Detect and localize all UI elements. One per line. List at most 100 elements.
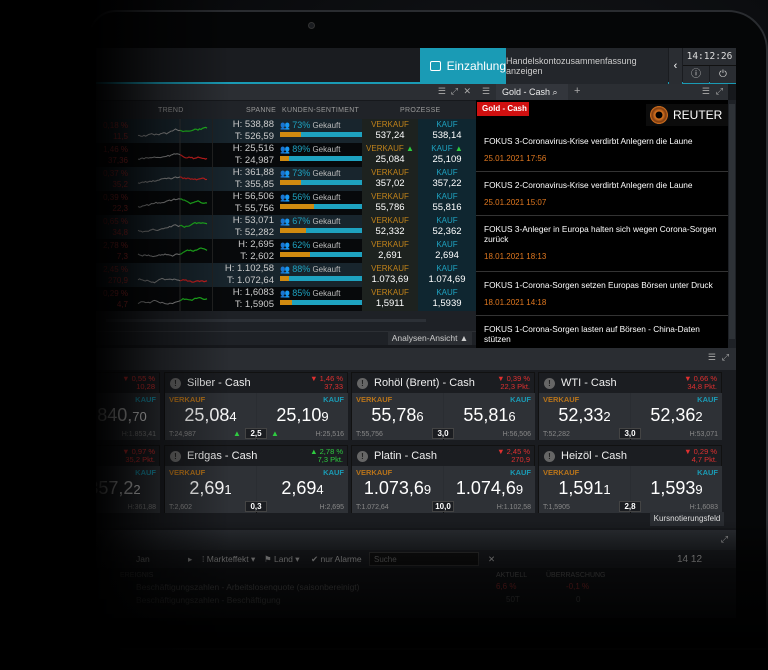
info-icon[interactable]: ! (544, 377, 555, 389)
power-icon[interactable]: ⏻ (710, 66, 736, 83)
change-cell: 0,29 % 4,7 (103, 289, 128, 309)
close-icon[interactable]: ✕ (463, 86, 471, 96)
event-name[interactable]: Beschäftigungszahlen - Arbeitslosenquote… (136, 582, 360, 592)
menu-icon[interactable]: ☰ (482, 86, 491, 96)
market-effect-filter[interactable]: ⁞ Markteffekt ▾ (202, 554, 256, 564)
expand-icon[interactable]: ⤢ (715, 86, 723, 96)
info-icon[interactable]: ! (357, 450, 368, 462)
sell-button[interactable]: VERKAUF 2,691 T:2,602 (165, 466, 256, 513)
sell-price[interactable]: VERKAUF 357,02 (362, 167, 418, 191)
event-name[interactable]: Beschäftigungszahlen - Beschäftigung (136, 595, 281, 605)
sell-button[interactable]: VERKAUF 55,786 T:55,756 (352, 393, 443, 440)
quote-field-button[interactable]: Kursnotierungsfeld (650, 512, 724, 526)
event-actual: 6,6 % (496, 582, 517, 591)
expand-icon[interactable]: ⤢ (721, 352, 729, 362)
buy-button[interactable]: KAUF 52,362 H:53,071 (631, 393, 722, 440)
buy-price[interactable]: KAUF 55,816 (418, 191, 476, 215)
news-tab[interactable]: Gold - Cash ⌕ (496, 84, 568, 100)
quote-tile[interactable]: ! Rohöl (Brent) - Cash ▼ 0,39 % 22,3 Pkt. … (351, 372, 535, 440)
info-icon[interactable]: ! (170, 450, 181, 462)
sell-price[interactable]: VERKAUF 537,24 (362, 119, 418, 143)
col-trend[interactable]: TREND (158, 106, 184, 114)
news-scrollbar[interactable] (728, 100, 736, 348)
sell-price[interactable]: VERKAUF ▲ 25,084 (362, 143, 418, 167)
trend-sparkline (137, 215, 208, 239)
news-item[interactable]: FOKUS 3-Coronavirus-Krise verdirbt Anleg… (476, 128, 728, 172)
col-prices[interactable]: PROZESSE (400, 106, 441, 114)
quote-tile[interactable]: ! ▼ 0,97 %35,2 Pkt. VERKAUF KAUF357,22H:… (96, 445, 160, 513)
trend-sparkline (137, 119, 208, 143)
sell-price[interactable]: VERKAUF 1.073,69 (362, 263, 418, 287)
account-summary-button[interactable]: Handelskontozusammenfassung anzeigen (506, 48, 668, 84)
watchlist-row[interactable]: 0,39 % 22,3 H: 56,506 T: 55,756 👥 56% Geka… (96, 191, 476, 215)
buy-button[interactable]: KAUF 1.074,69 H:1.102,58 (444, 466, 535, 513)
calendar-search-input[interactable] (369, 552, 479, 566)
quote-tile[interactable]: ! Heizöl - Cash ▼ 0,29 % 4,7 Pkt. VERKAUF 1… (538, 445, 722, 513)
sell-button[interactable]: VERKAUF 1,5911 T:1,5905 (539, 466, 630, 513)
sell-price[interactable]: VERKAUF 2,691 (362, 239, 418, 263)
buy-price[interactable]: KAUF 538,14 (418, 119, 476, 143)
buy-button[interactable]: KAUF 55,816 H:56,506 (444, 393, 535, 440)
news-item[interactable]: FOKUS 1-Corona-Sorgen setzen Europas Bör… (476, 272, 728, 316)
clear-icon[interactable]: ✕ (488, 554, 496, 564)
instrument-tag: Gold - Cash (477, 102, 529, 116)
quote-tile[interactable]: ! Silber - Cash ▼ 1,46 % 37,33 VERKAUF 25,0… (164, 372, 348, 440)
buy-button[interactable]: KAUF 2,694 H:2,695 (257, 466, 348, 513)
deposit-button[interactable]: Einzahlung (420, 48, 506, 84)
quote-tile[interactable]: ! Platin - Cash ▼ 2,45 % 270,9 VERKAUF 1.07… (351, 445, 535, 513)
info-icon[interactable]: ! (170, 377, 181, 389)
col-spread[interactable]: SPANNE (246, 106, 277, 114)
tile-header: ! ▼ 0,97 %35,2 Pkt. (96, 446, 159, 466)
buy-price[interactable]: KAUF 1.074,69 (418, 263, 476, 287)
menu-icon[interactable]: ☰ (437, 86, 446, 96)
spread-badge: 3,0 (432, 428, 454, 439)
buy-price[interactable]: KAUF 1,5939 (418, 287, 476, 311)
horizontal-scrollbar[interactable] (96, 311, 476, 331)
quote-tile[interactable]: ! ▼ 0,55 %10,28 VERKAUF KAUF1.840,70H:1.… (96, 372, 160, 440)
info-icon[interactable]: ! (357, 377, 368, 389)
search-icon[interactable]: ⌕ (552, 87, 558, 97)
change-cell: 0,18 % 11,5 (103, 121, 128, 141)
quote-tile[interactable]: ! WTI - Cash ▼ 0,66 % 34,8 Pkt. VERKAUF 52,… (538, 372, 722, 440)
tile-header: ! Rohöl (Brent) - Cash ▼ 0,39 % 22,3 Pkt. (352, 373, 534, 393)
panel-menu-icon[interactable]: ☰ (701, 86, 710, 96)
sell-button[interactable]: VERKAUF 1.073,69 T:1.072,64 (352, 466, 443, 513)
sell-price[interactable]: VERKAUF 52,332 (362, 215, 418, 239)
buy-price[interactable]: KAUF 357,22 (418, 167, 476, 191)
news-item[interactable]: FOKUS 3-Anleger in Europa halten sich we… (476, 216, 728, 272)
panel-menu-icon[interactable]: ☰ (707, 352, 716, 362)
watchlist-row[interactable]: 0,18 % 11,5 H: 538,88 T: 526,59 👥 73% Geka… (96, 119, 476, 143)
buy-button[interactable]: KAUF 1,5939 H:1,6083 (631, 466, 722, 513)
col-sentiment[interactable]: KUNDEN-SENTIMENT (282, 106, 360, 114)
country-filter[interactable]: ⚑ Land ▾ (264, 554, 300, 564)
watchlist-row[interactable]: 0,29 % 4,7 H: 1,6083 T: 1,5905 👥 85% Gekau… (96, 287, 476, 311)
sell-button[interactable]: VERKAUF 52,332 T:52,282 (539, 393, 630, 440)
news-item[interactable]: FOKUS 2-Coronavirus-Krise verdirbt Anleg… (476, 172, 728, 216)
sparkline-recent (179, 221, 208, 228)
watchlist-row[interactable]: 0,65 % 34,8 H: 53,071 T: 52,282 👥 67% Geka… (96, 215, 476, 239)
chevron-left-icon[interactable]: ‹ (669, 48, 682, 84)
sell-price[interactable]: VERKAUF 55,786 (362, 191, 418, 215)
month-selector[interactable]: Jan (136, 554, 150, 564)
watchlist-row[interactable]: 2,78 % 7,3 H: 2,695 T: 2,602 👥 62% Gekauft… (96, 239, 476, 263)
expand-icon[interactable]: ⤢ (720, 534, 728, 544)
sell-price[interactable]: VERKAUF 1,5911 (362, 287, 418, 311)
quote-tile[interactable]: ! Erdgas - Cash ▲ 2,78 % 7,3 Pkt. VERKAUF 2… (164, 445, 348, 513)
news-tab-label: Gold - Cash (502, 87, 551, 97)
add-tab-icon[interactable]: + (574, 85, 581, 97)
buy-price[interactable]: KAUF ▲ 25,109 (418, 143, 476, 167)
buy-price[interactable]: KAUF 52,362 (418, 215, 476, 239)
sell-button[interactable]: VERKAUF 25,084 T:24,987 (165, 393, 256, 440)
watchlist-row[interactable]: 1,46 % 37,36 H: 25,516 T: 24,987 👥 89% Gek… (96, 143, 476, 167)
alarms-only-filter[interactable]: ✔ nur Alarme (311, 554, 362, 564)
next-icon[interactable]: ▸ (188, 554, 193, 564)
info-icon[interactable]: ⓘ (683, 66, 709, 83)
info-icon[interactable]: ! (544, 450, 555, 462)
buy-price[interactable]: KAUF 2,694 (418, 239, 476, 263)
analysis-view-button[interactable]: Analysen-Ansicht ▲ (388, 331, 472, 345)
expand-icon[interactable]: ⤢ (450, 86, 458, 96)
watchlist-row[interactable]: 0,37 % 35,2 H: 361,88 T: 355,85 👥 73% Geka… (96, 167, 476, 191)
watchlist-row[interactable]: 2,45 % 270,9 H: 1.102,58 T: 1.072,64 👥 88%… (96, 263, 476, 287)
